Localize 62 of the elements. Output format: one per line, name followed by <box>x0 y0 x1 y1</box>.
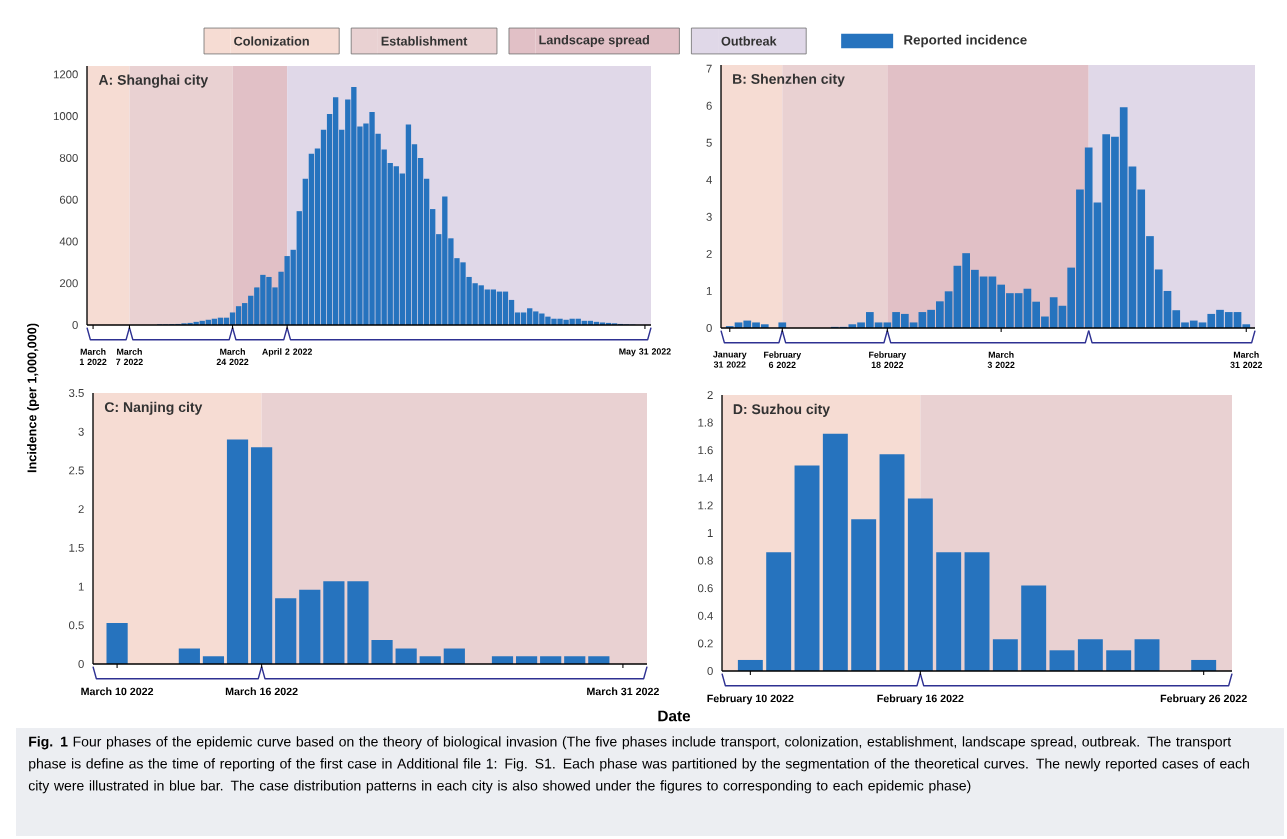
legend-label: Landscape spread <box>539 35 649 47</box>
y-tick-label: 0.4 <box>697 611 713 620</box>
x-tick-label: March 16 2022 <box>225 687 298 696</box>
text: A: Shanghai city <box>98 74 209 88</box>
x-tick-label: March 31 2022 <box>1230 351 1263 368</box>
x-tick-label: February 6 2022 <box>764 351 802 368</box>
y-tick-label: 600 <box>59 195 78 204</box>
y-tick-label: 4 <box>706 175 712 184</box>
y-tick-label: 3 <box>706 212 712 221</box>
y-tick-label: 200 <box>59 279 78 288</box>
y-tick-label: 2 <box>707 391 713 399</box>
y-tick-label: 0.2 <box>697 639 713 648</box>
y-tick-label: 400 <box>59 237 78 246</box>
y-tick-label: 0 <box>78 660 84 668</box>
y-tick-label: 2 <box>78 505 84 514</box>
y-tick-label: 2 <box>706 249 712 258</box>
text: B: Shenzhen city <box>733 73 845 87</box>
y-tick-label: 1 <box>706 287 712 295</box>
y-tick-label: 1.6 <box>698 446 713 455</box>
y-tick-label: 0 <box>706 323 712 332</box>
y-tick-label: 1.4 <box>698 473 713 482</box>
x-tick-label: February 26 2022 <box>1160 694 1247 705</box>
text: Fig. 1 Four phases of the epidemic curve based on the theory of biological invasion (The five phases include transport, colonization, establishment, landscape spread, outbreak. The transport phase is define as the time of reporting of the first case in Additional file 1: Fig. S1. Each phase was partitioned by the segmentation of the theoretical curves. The newly reported cases of each city were illustrated in blue bar. The case distribution patterns in each city is also showed under the figures to corresponding to each epidemic phase) <box>28 736 1249 794</box>
y-tick-label: 0.5 <box>68 621 84 630</box>
legend-label: Outbreak <box>721 36 777 46</box>
y-tick-label: 5 <box>706 138 712 147</box>
y-tick-label: 1.8 <box>698 418 713 427</box>
x-tick-label: January 31 2022 <box>713 351 747 368</box>
text: C: Nanjing city <box>104 401 203 415</box>
y-tick-label: 1 <box>78 582 84 591</box>
y-tick-label: 3.5 <box>68 389 84 398</box>
y-tick-label: 7 <box>706 64 712 73</box>
y-tick-label: 6 <box>706 101 712 110</box>
x-tick-label: March 10 2022 <box>81 687 154 696</box>
y-tick-label: 800 <box>59 153 78 162</box>
y-tick-label: 2.5 <box>69 466 84 475</box>
y-tick-label: 0.8 <box>697 556 713 565</box>
y-tick-label: 0 <box>707 667 713 676</box>
x-tick-label: March 3 2022 <box>987 351 1015 368</box>
y-tick-label: 1 <box>707 529 713 537</box>
x-tick-label: May 31 2022 <box>619 348 671 357</box>
x-tick-label: April 2 2022 <box>262 348 312 357</box>
x-tick-label: March 31 2022 <box>587 687 659 696</box>
x-tick-label: February 10 2022 <box>707 694 794 705</box>
x-tick-label: March 1 2022 <box>79 348 107 365</box>
y-tick-label: 3 <box>78 427 84 436</box>
y-tick-label: 1.2 <box>698 501 713 510</box>
x-tick-label: February 16 2022 <box>877 694 964 705</box>
y-tick-label: 0 <box>72 320 78 329</box>
y-axis-title: Incidence (per 1,000,000) <box>27 323 39 473</box>
x-tick-label: March 24 2022 <box>216 348 249 365</box>
y-tick-label: 1000 <box>53 112 78 121</box>
x-axis-title: Date <box>658 710 691 722</box>
text: D: Suzhou city <box>733 403 830 417</box>
x-tick-label: March 7 2022 <box>116 348 143 365</box>
y-tick-label: 0.6 <box>697 584 713 593</box>
x-tick-label: February 18 2022 <box>869 351 907 368</box>
y-tick-label: 1200 <box>53 70 78 79</box>
legend-label: Reported incidence <box>904 34 1027 48</box>
legend-label: Colonization <box>234 36 309 46</box>
legend-label: Establishment <box>381 36 468 46</box>
y-tick-label: 1.5 <box>69 543 84 552</box>
